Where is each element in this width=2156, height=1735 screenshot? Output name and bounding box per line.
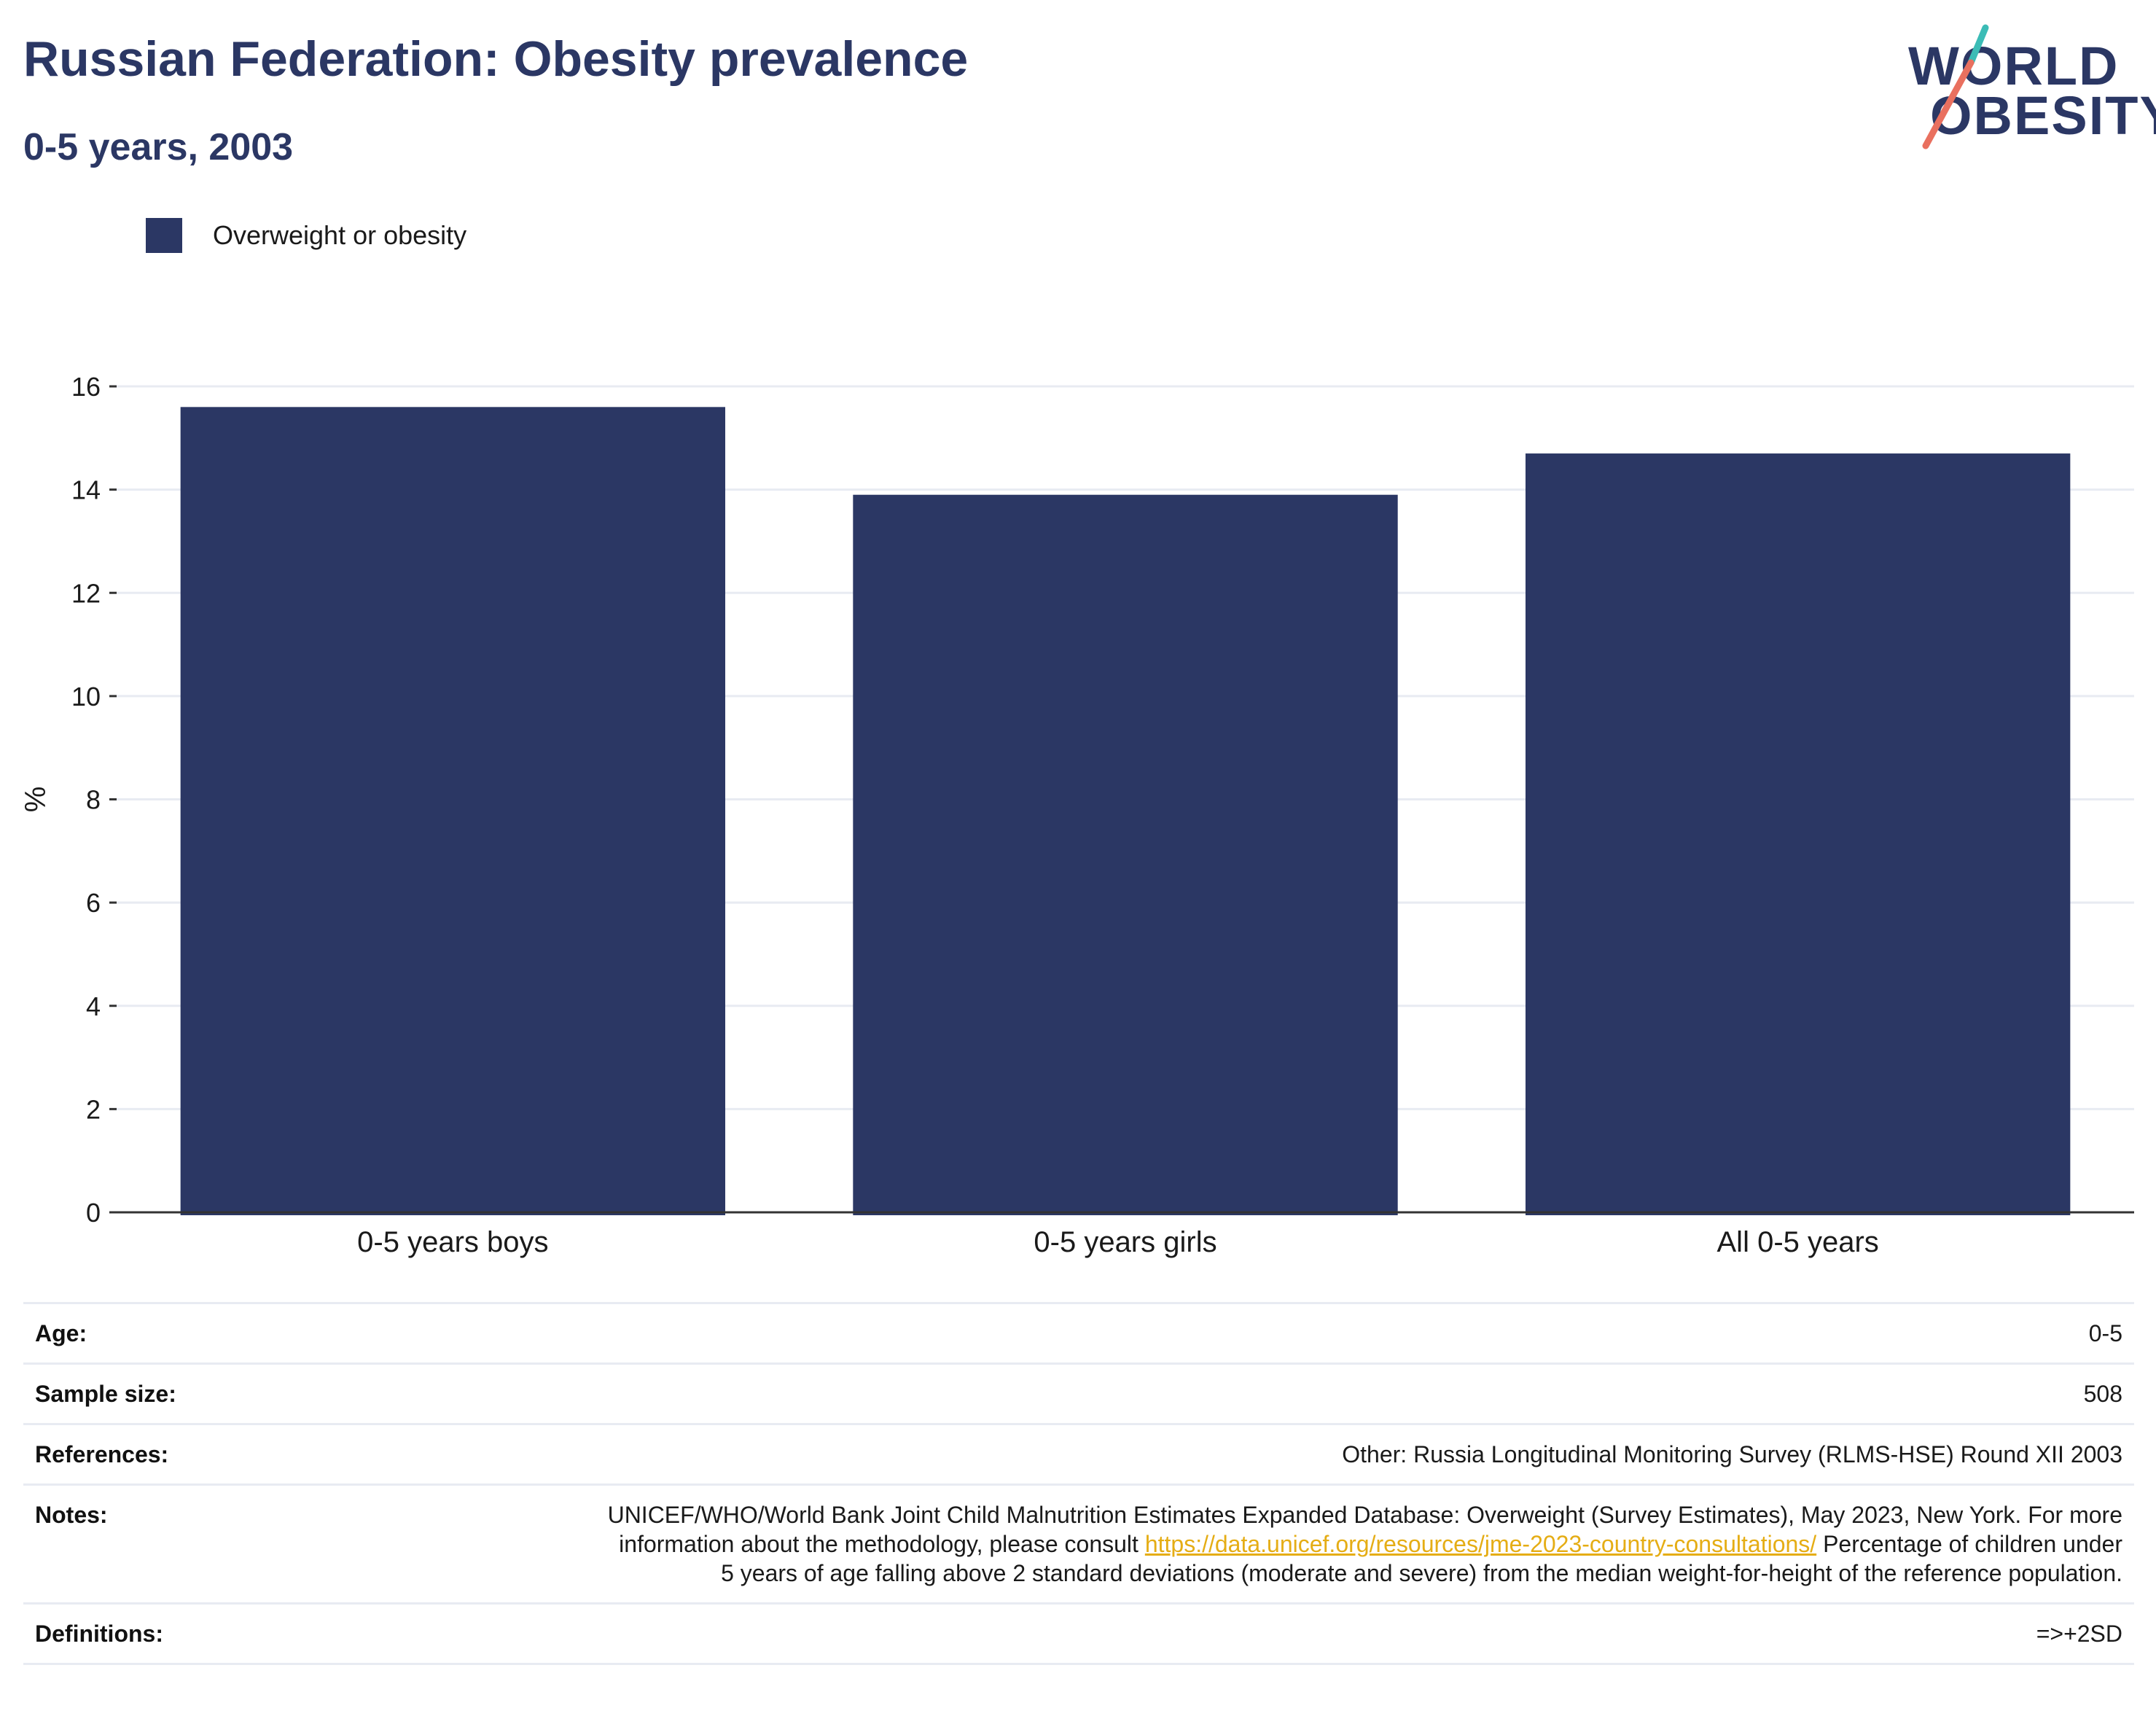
definitions-value: =>+2SD [2036, 1621, 2122, 1647]
y-axis-title: % [20, 787, 52, 813]
bar-chart: 0 2 4 6 8 10 12 14 16 0-5 years boys 0-5 years gir… [20, 372, 2134, 1258]
x-tick-label: All 0-5 years [1717, 1226, 1879, 1258]
notes-label: Notes: [35, 1502, 108, 1528]
sample-size-label: Sample size: [35, 1381, 176, 1407]
y-tick-label: 2 [86, 1094, 101, 1124]
notes-value: UNICEF/WHO/World Bank Joint Child Malnut… [606, 1500, 2122, 1588]
info-table: Age: 0-5 Sample size: 508 References: Ot… [23, 1302, 2134, 1665]
references-value: Other: Russia Longitudinal Monitoring Su… [1342, 1441, 2122, 1467]
methodology-link[interactable]: https://data.unicef.org/resources/jme-20… [1144, 1531, 1817, 1557]
legend-swatch [146, 218, 182, 253]
y-tick-label: 0 [86, 1198, 101, 1228]
notes-text-continued: Percentage of children under 5 years of … [721, 1531, 2122, 1586]
y-tick-label: 12 [71, 578, 101, 608]
x-tick-label: 0-5 years boys [357, 1226, 548, 1258]
world-obesity-logo: WORLD OBESITY [1895, 22, 2156, 153]
info-row-definitions: Definitions: =>+2SD [23, 1605, 2134, 1665]
age-value: 0-5 [2088, 1320, 2122, 1346]
logo-text-obesity: OBESITY [1930, 85, 2156, 146]
chart-bars [180, 407, 2071, 1216]
notes-text: UNICEF/WHO/World Bank Joint Child Malnut… [607, 1502, 2122, 1557]
chart-axes: 0 2 4 6 8 10 12 14 16 0-5 years boys 0-5 years gir… [71, 372, 2134, 1258]
y-tick-label: 10 [71, 682, 101, 711]
logo-slash-icon [1922, 24, 1989, 149]
bar-0-5-years-boys[interactable] [180, 407, 726, 1216]
y-tick-label: 14 [71, 475, 101, 505]
info-row-sample-size: Sample size: 508 [23, 1365, 2134, 1425]
y-tick-label: 8 [86, 785, 101, 815]
x-tick-label: 0-5 years girls [1034, 1226, 1216, 1258]
page-title: Russian Federation: Obesity prevalence [23, 31, 969, 87]
page-subtitle: 0-5 years, 2003 [23, 126, 294, 168]
definitions-label: Definitions: [35, 1621, 163, 1647]
legend-label: Overweight or obesity [213, 220, 467, 250]
info-row-references: References: Other: Russia Longitudinal M… [23, 1425, 2134, 1486]
age-label: Age: [35, 1320, 87, 1346]
references-label: References: [35, 1441, 169, 1467]
y-tick-label: 16 [71, 372, 101, 402]
info-row-notes: Notes: UNICEF/WHO/World Bank Joint Child… [23, 1486, 2134, 1605]
info-row-age: Age: 0-5 [23, 1304, 2134, 1365]
chart-legend: Overweight or obesity [146, 217, 466, 254]
logo-text-world: WORLD [1908, 36, 2120, 96]
bar-0-5-years-girls[interactable] [853, 494, 1398, 1215]
bar-all-0-5-years[interactable] [1525, 453, 2071, 1215]
sample-size-value: 508 [2083, 1381, 2122, 1407]
y-tick-label: 6 [86, 888, 101, 918]
y-tick-label: 4 [86, 991, 101, 1021]
